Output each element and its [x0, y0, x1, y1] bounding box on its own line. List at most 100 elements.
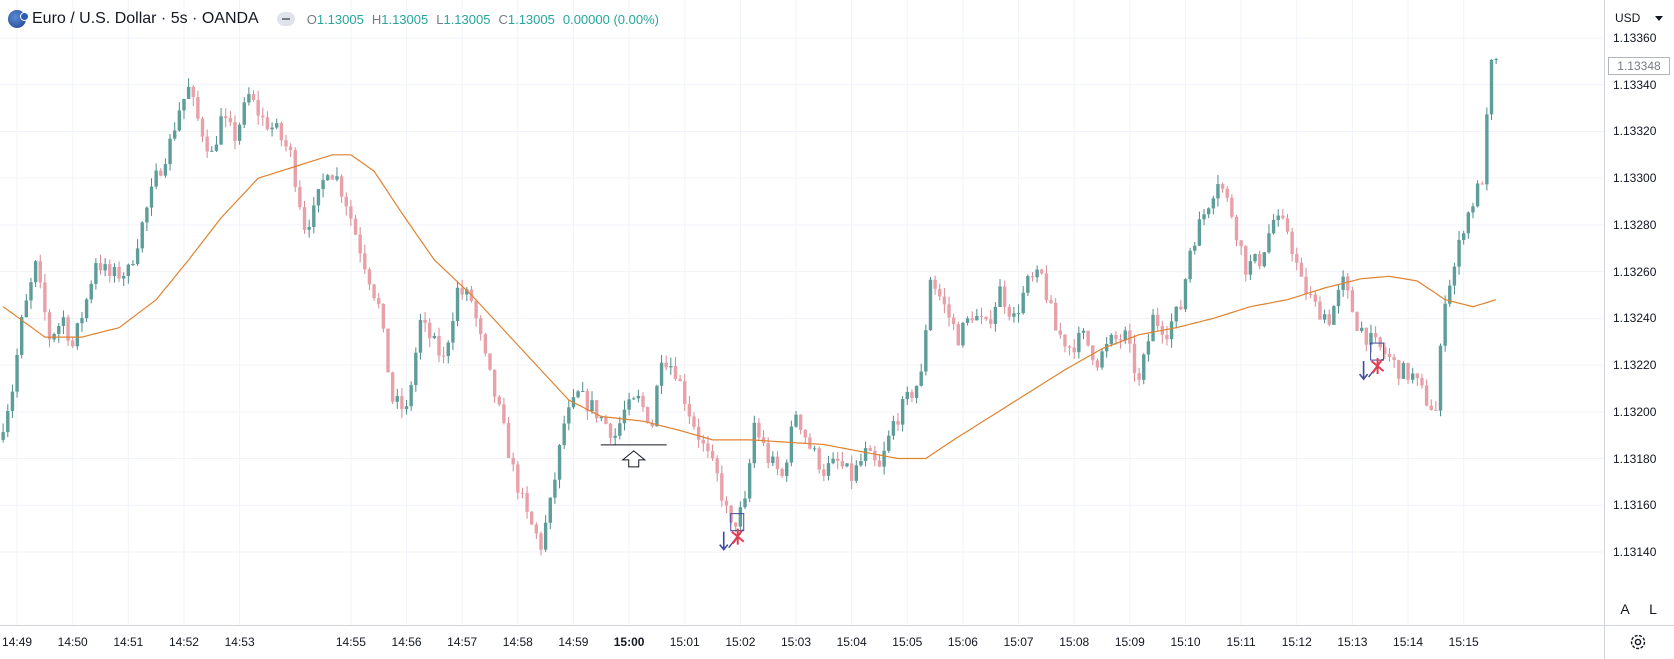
candle	[492, 369, 497, 404]
hide-legend-button[interactable]	[276, 12, 295, 26]
candle	[655, 384, 659, 427]
candle	[562, 415, 566, 450]
candle	[1081, 328, 1086, 340]
candle	[896, 413, 900, 431]
candle	[1452, 262, 1457, 295]
candle	[441, 346, 446, 364]
candle	[520, 487, 525, 499]
candle	[1216, 174, 1220, 207]
chart-pane[interactable]: Euro / U.S. Dollar · 5s · OANDA O1.13005…	[0, 0, 1604, 625]
candle	[683, 374, 687, 411]
candle	[701, 435, 705, 452]
candle	[1202, 208, 1206, 226]
log-scale-button[interactable]: L	[1642, 598, 1664, 620]
candle	[1197, 211, 1202, 247]
candle	[483, 333, 488, 357]
candle	[1067, 345, 1072, 356]
candle	[112, 263, 117, 283]
candle	[1285, 214, 1290, 235]
candle	[989, 310, 993, 329]
candle	[219, 107, 223, 145]
candle	[645, 406, 650, 424]
ohlc-close: C1.13005	[498, 11, 555, 27]
candle	[367, 267, 372, 291]
currency-selector[interactable]: USD	[1611, 8, 1667, 28]
candle	[316, 188, 321, 213]
candle	[1359, 321, 1364, 333]
candle	[891, 415, 896, 440]
candle	[1299, 257, 1304, 277]
candle	[145, 206, 149, 232]
price-tick-label: 1.13340	[1613, 77, 1657, 92]
candle	[1494, 57, 1498, 65]
candle	[349, 200, 353, 226]
candle	[75, 322, 80, 350]
auto-scale-button[interactable]: A	[1614, 598, 1636, 620]
candle	[817, 446, 821, 474]
candle	[1373, 326, 1378, 343]
candle	[66, 314, 70, 346]
candle	[822, 463, 826, 482]
candle	[353, 214, 358, 236]
candle	[428, 318, 432, 348]
candle	[831, 452, 835, 465]
price-chart[interactable]	[0, 0, 1604, 625]
candle	[1485, 107, 1489, 191]
time-axis[interactable]: 14:49 14:50 14:51 14:52 14:53 14:55 14:56 14:57…	[0, 625, 1604, 659]
candle	[845, 462, 849, 468]
candle	[1457, 230, 1461, 275]
price-tick-label: 1.13200	[1613, 404, 1657, 419]
candle	[1, 423, 5, 443]
candle	[339, 174, 344, 204]
candle	[117, 261, 121, 282]
eur-usd-flag-icon[interactable]	[8, 10, 29, 28]
candle	[706, 435, 710, 459]
candle	[80, 311, 84, 332]
candle	[1123, 326, 1127, 344]
time-tick-label: 15:03	[780, 635, 812, 649]
candle	[84, 297, 89, 322]
time-tick-label: 15:07	[1003, 635, 1034, 649]
candle	[502, 397, 506, 425]
candle	[205, 129, 209, 159]
candle	[163, 158, 168, 178]
candle	[344, 192, 348, 216]
candle	[390, 371, 395, 404]
candle	[924, 324, 928, 376]
candle	[1114, 331, 1118, 345]
time-tick-label: 14:58	[502, 635, 533, 649]
candle	[1443, 295, 1447, 352]
candle	[196, 90, 200, 122]
candle	[1406, 362, 1410, 384]
candle	[312, 196, 316, 234]
chart-grid	[0, 0, 1604, 625]
candle	[488, 353, 492, 371]
candle	[1137, 367, 1141, 386]
candle	[938, 283, 942, 301]
candle	[1295, 247, 1299, 271]
sell-marker-icon	[1358, 342, 1385, 381]
candle	[1346, 273, 1350, 299]
candle	[1146, 334, 1151, 362]
candle	[302, 200, 307, 234]
gear-icon[interactable]	[1628, 632, 1648, 652]
candle	[543, 515, 548, 552]
time-tick-label: 15:12	[1281, 635, 1312, 649]
time-tick-label: 15:15	[1448, 635, 1479, 649]
symbol-title[interactable]: Euro / U.S. Dollar · 5s · OANDA	[32, 10, 259, 27]
candle	[539, 531, 543, 556]
time-tick-label: 15:02	[725, 635, 756, 649]
candle	[497, 394, 501, 407]
candle	[632, 396, 636, 400]
candle	[622, 400, 627, 431]
candle	[1475, 180, 1480, 208]
candle	[455, 281, 460, 327]
candle	[618, 416, 622, 440]
price-tick-label: 1.13260	[1613, 264, 1657, 279]
price-axis[interactable]: 1.13360 1.13340 1.13320 1.13300 1.13280 1.132…	[1604, 0, 1674, 625]
candle	[251, 90, 256, 102]
candle	[108, 259, 112, 283]
candle	[530, 510, 534, 525]
candle	[414, 347, 418, 392]
time-tick-label: 14:59	[558, 635, 589, 649]
